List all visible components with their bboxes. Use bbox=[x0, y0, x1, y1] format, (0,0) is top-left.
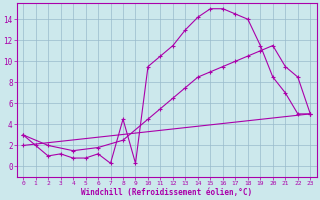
X-axis label: Windchill (Refroidissement éolien,°C): Windchill (Refroidissement éolien,°C) bbox=[81, 188, 252, 197]
